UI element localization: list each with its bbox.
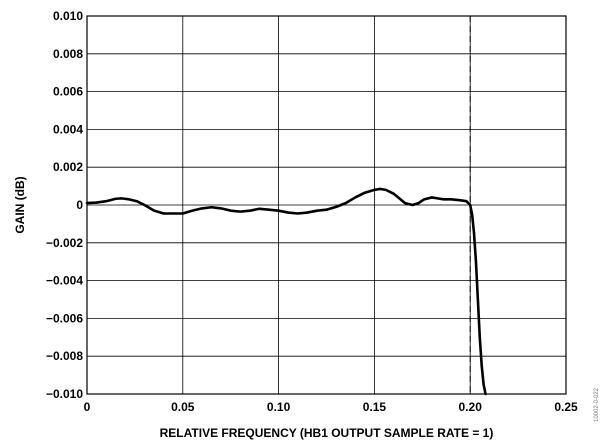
x-tick-label: 0 [84,400,91,414]
gridlines [87,16,566,394]
x-tick-label: 0.20 [459,400,483,414]
x-tick-label: 0.05 [171,400,195,414]
plot-frame [86,15,567,395]
y-tick-label: −0.002 [46,236,83,250]
figure-id-note: 10002-0-022 [594,387,600,422]
y-tick-labels: 0.010 0.008 0.006 0.004 0.002 0 −0.002 −0.004 −0… [46,9,83,401]
y-tick-label: −0.008 [46,349,83,363]
x-tick-label: 0.25 [554,400,578,414]
y-tick-label: 0 [76,198,83,212]
y-tick-label: −0.006 [46,311,83,325]
y-tick-label: 0.008 [53,47,83,61]
x-tick-label: 0.10 [267,400,291,414]
y-tick-label: 0.004 [53,122,83,136]
gain-series-line [85,187,487,396]
y-tick-label: −0.010 [46,387,83,401]
y-tick-label: −0.004 [46,274,83,288]
x-tick-labels: 0 0.05 0.10 0.15 0.20 0.25 [84,400,578,414]
y-axis-label: GAIN (dB) [13,176,27,233]
x-axis-label: RELATIVE FREQUENCY (HB1 OUTPUT SAMPLE RA… [160,426,494,440]
x-tick-label: 0.15 [363,400,387,414]
y-tick-label: 0.006 [53,85,83,99]
y-tick-label: 0.010 [53,9,83,23]
y-tick-label: 0.002 [53,160,83,174]
series-layer [85,187,487,396]
